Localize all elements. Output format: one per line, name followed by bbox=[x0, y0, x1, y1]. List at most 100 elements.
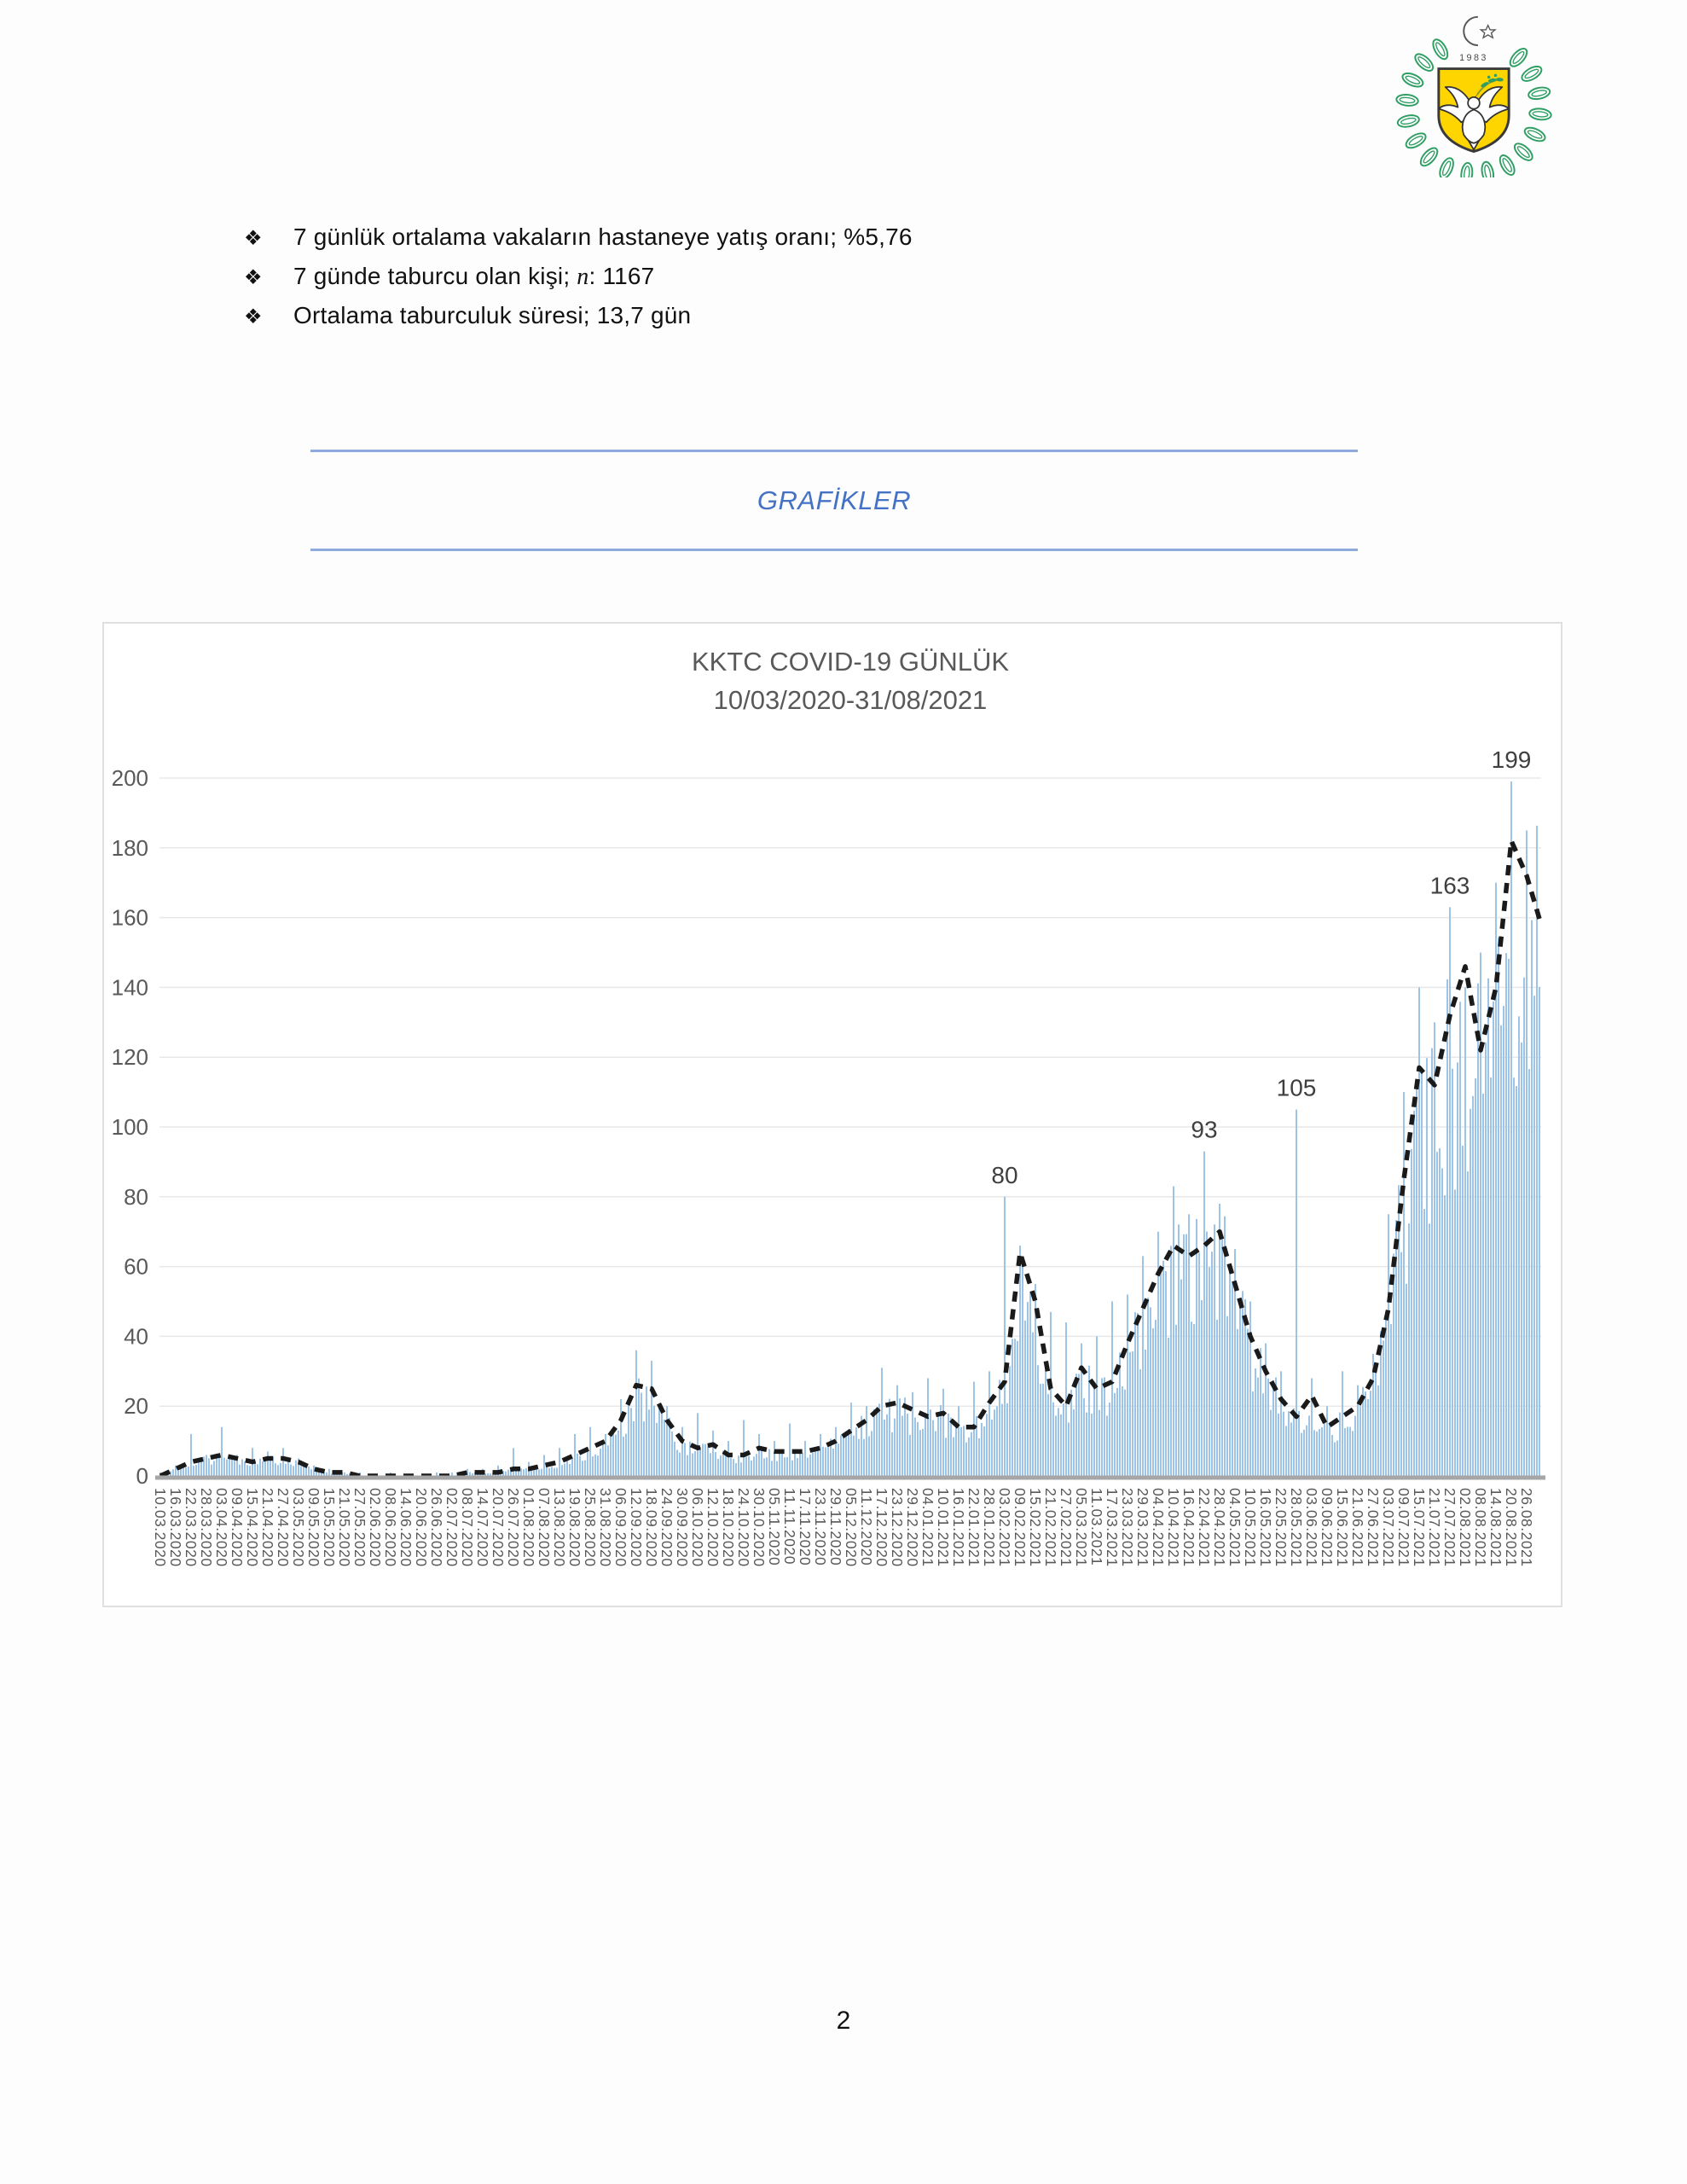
svg-text:08.08.2021: 08.08.2021 bbox=[1472, 1488, 1489, 1567]
svg-text:03.02.2021: 03.02.2021 bbox=[996, 1488, 1013, 1567]
daily-cases-bars bbox=[159, 781, 1540, 1476]
svg-text:0: 0 bbox=[136, 1463, 148, 1489]
svg-text:26.06.2020: 26.06.2020 bbox=[428, 1488, 445, 1567]
divider bbox=[310, 549, 1358, 551]
svg-text:29.11.2020: 29.11.2020 bbox=[827, 1488, 844, 1565]
svg-text:27.06.2021: 27.06.2021 bbox=[1365, 1488, 1382, 1567]
svg-text:21.06.2021: 21.06.2021 bbox=[1349, 1488, 1366, 1567]
svg-text:16.04.2021: 16.04.2021 bbox=[1180, 1488, 1197, 1567]
svg-text:28.05.2021: 28.05.2021 bbox=[1288, 1488, 1305, 1567]
svg-text:20.08.2021: 20.08.2021 bbox=[1503, 1488, 1520, 1567]
svg-text:16.03.2020: 16.03.2020 bbox=[167, 1488, 184, 1567]
svg-text:04.01.2021: 04.01.2021 bbox=[919, 1488, 936, 1567]
svg-text:120: 120 bbox=[112, 1044, 148, 1070]
annotation-80: 80 bbox=[991, 1162, 1017, 1188]
svg-text:09.05.2020: 09.05.2020 bbox=[305, 1488, 322, 1567]
svg-text:140: 140 bbox=[112, 974, 148, 1000]
emblem-year: 1983 bbox=[1459, 53, 1488, 63]
svg-text:23.03.2021: 23.03.2021 bbox=[1119, 1488, 1136, 1567]
annotation-199: 199 bbox=[1492, 746, 1532, 773]
diamond-bullet-icon: ❖ bbox=[244, 305, 263, 328]
svg-text:22.03.2020: 22.03.2020 bbox=[183, 1488, 200, 1567]
svg-text:10.01.2021: 10.01.2021 bbox=[935, 1488, 952, 1567]
svg-text:20.07.2020: 20.07.2020 bbox=[490, 1488, 507, 1567]
svg-text:15.05.2020: 15.05.2020 bbox=[321, 1488, 338, 1567]
svg-text:15.06.2021: 15.06.2021 bbox=[1334, 1488, 1351, 1567]
svg-text:04.05.2021: 04.05.2021 bbox=[1226, 1488, 1244, 1567]
svg-text:02.08.2021: 02.08.2021 bbox=[1457, 1488, 1474, 1567]
section-grafikler: GRAFİKLER bbox=[310, 450, 1358, 551]
svg-text:05.12.2020: 05.12.2020 bbox=[843, 1488, 860, 1567]
svg-text:10.03.2020: 10.03.2020 bbox=[152, 1488, 169, 1567]
svg-text:15.04.2020: 15.04.2020 bbox=[244, 1488, 261, 1567]
svg-text:09.06.2021: 09.06.2021 bbox=[1319, 1488, 1336, 1567]
svg-text:29.12.2020: 29.12.2020 bbox=[904, 1488, 921, 1567]
svg-text:06.09.2020: 06.09.2020 bbox=[612, 1488, 629, 1567]
svg-text:180: 180 bbox=[112, 835, 148, 861]
svg-text:01.08.2020: 01.08.2020 bbox=[520, 1488, 537, 1567]
annotation-105: 105 bbox=[1277, 1075, 1317, 1101]
svg-text:26.07.2020: 26.07.2020 bbox=[505, 1488, 522, 1567]
svg-text:23.11.2020: 23.11.2020 bbox=[812, 1488, 829, 1565]
svg-text:29.03.2021: 29.03.2021 bbox=[1134, 1488, 1151, 1567]
svg-text:26.08.2021: 26.08.2021 bbox=[1518, 1488, 1535, 1567]
svg-text:22.04.2021: 22.04.2021 bbox=[1196, 1488, 1213, 1567]
svg-text:14.08.2021: 14.08.2021 bbox=[1487, 1488, 1504, 1567]
svg-text:04.04.2021: 04.04.2021 bbox=[1150, 1488, 1167, 1567]
svg-text:11.11.2020: 11.11.2020 bbox=[781, 1488, 798, 1565]
svg-text:06.10.2020: 06.10.2020 bbox=[689, 1488, 706, 1567]
svg-text:21.07.2021: 21.07.2021 bbox=[1426, 1488, 1443, 1567]
svg-text:14.07.2020: 14.07.2020 bbox=[474, 1488, 491, 1567]
svg-text:10.04.2021: 10.04.2021 bbox=[1165, 1488, 1182, 1567]
svg-text:40: 40 bbox=[124, 1323, 148, 1349]
svg-text:60: 60 bbox=[124, 1254, 148, 1280]
diamond-bullet-icon: ❖ bbox=[244, 227, 263, 250]
x-axis-labels: 10.03.202016.03.202022.03.202028.03.2020… bbox=[152, 1488, 1535, 1567]
svg-text:27.05.2020: 27.05.2020 bbox=[351, 1488, 368, 1567]
svg-text:28.01.2021: 28.01.2021 bbox=[981, 1488, 998, 1567]
olive-sprig bbox=[1476, 73, 1504, 96]
svg-text:31.08.2020: 31.08.2020 bbox=[597, 1488, 614, 1567]
svg-text:17.03.2021: 17.03.2021 bbox=[1104, 1488, 1121, 1567]
svg-text:08.06.2020: 08.06.2020 bbox=[382, 1488, 399, 1567]
svg-text:30.09.2020: 30.09.2020 bbox=[674, 1488, 691, 1567]
divider bbox=[310, 450, 1358, 452]
svg-text:05.03.2021: 05.03.2021 bbox=[1073, 1488, 1090, 1567]
seven-day-average-line bbox=[159, 838, 1544, 1478]
olive-wreath bbox=[1395, 38, 1552, 177]
svg-text:10.05.2021: 10.05.2021 bbox=[1242, 1488, 1259, 1567]
svg-text:07.08.2020: 07.08.2020 bbox=[536, 1488, 553, 1567]
svg-text:27.07.2021: 27.07.2021 bbox=[1441, 1488, 1458, 1567]
page-number: 2 bbox=[836, 2007, 851, 2035]
chart-subtitle: 10/03/2020-31/08/2021 bbox=[714, 685, 988, 715]
svg-text:12.10.2020: 12.10.2020 bbox=[704, 1488, 722, 1567]
section-title: GRAFİKLER bbox=[757, 485, 912, 515]
svg-text:15.02.2021: 15.02.2021 bbox=[1027, 1488, 1044, 1567]
svg-text:08.07.2020: 08.07.2020 bbox=[459, 1488, 476, 1567]
svg-text:24.10.2020: 24.10.2020 bbox=[735, 1488, 752, 1567]
star-icon bbox=[1479, 23, 1497, 39]
svg-text:09.02.2021: 09.02.2021 bbox=[1012, 1488, 1029, 1567]
dove-icon bbox=[1437, 86, 1510, 151]
svg-text:11.03.2021: 11.03.2021 bbox=[1088, 1488, 1105, 1565]
svg-text:21.05.2020: 21.05.2020 bbox=[336, 1488, 353, 1567]
summary-bullet-list: ❖ 7 günlük ortalama vakaların hastaneye … bbox=[244, 224, 1267, 341]
svg-text:05.11.2020: 05.11.2020 bbox=[766, 1488, 783, 1565]
svg-text:19.08.2020: 19.08.2020 bbox=[566, 1488, 583, 1567]
svg-text:18.10.2020: 18.10.2020 bbox=[720, 1488, 737, 1567]
bullet-text: 7 günlük ortalama vakaların hastaneye ya… bbox=[293, 224, 913, 250]
list-item: ❖ 7 günde taburcu olan kişi; n: 1167 bbox=[244, 263, 1267, 291]
svg-text:12.09.2020: 12.09.2020 bbox=[628, 1488, 645, 1567]
svg-text:09.04.2020: 09.04.2020 bbox=[229, 1488, 246, 1567]
svg-text:28.03.2020: 28.03.2020 bbox=[198, 1488, 215, 1567]
svg-text:160: 160 bbox=[112, 905, 148, 931]
svg-text:03.07.2021: 03.07.2021 bbox=[1380, 1488, 1397, 1567]
svg-text:23.12.2020: 23.12.2020 bbox=[889, 1488, 906, 1567]
svg-text:03.06.2021: 03.06.2021 bbox=[1303, 1488, 1320, 1567]
list-item: ❖ 7 günlük ortalama vakaların hastaneye … bbox=[244, 224, 1267, 252]
svg-text:16.01.2021: 16.01.2021 bbox=[950, 1488, 967, 1567]
svg-text:15.07.2021: 15.07.2021 bbox=[1411, 1488, 1428, 1567]
svg-text:18.09.2020: 18.09.2020 bbox=[643, 1488, 660, 1567]
